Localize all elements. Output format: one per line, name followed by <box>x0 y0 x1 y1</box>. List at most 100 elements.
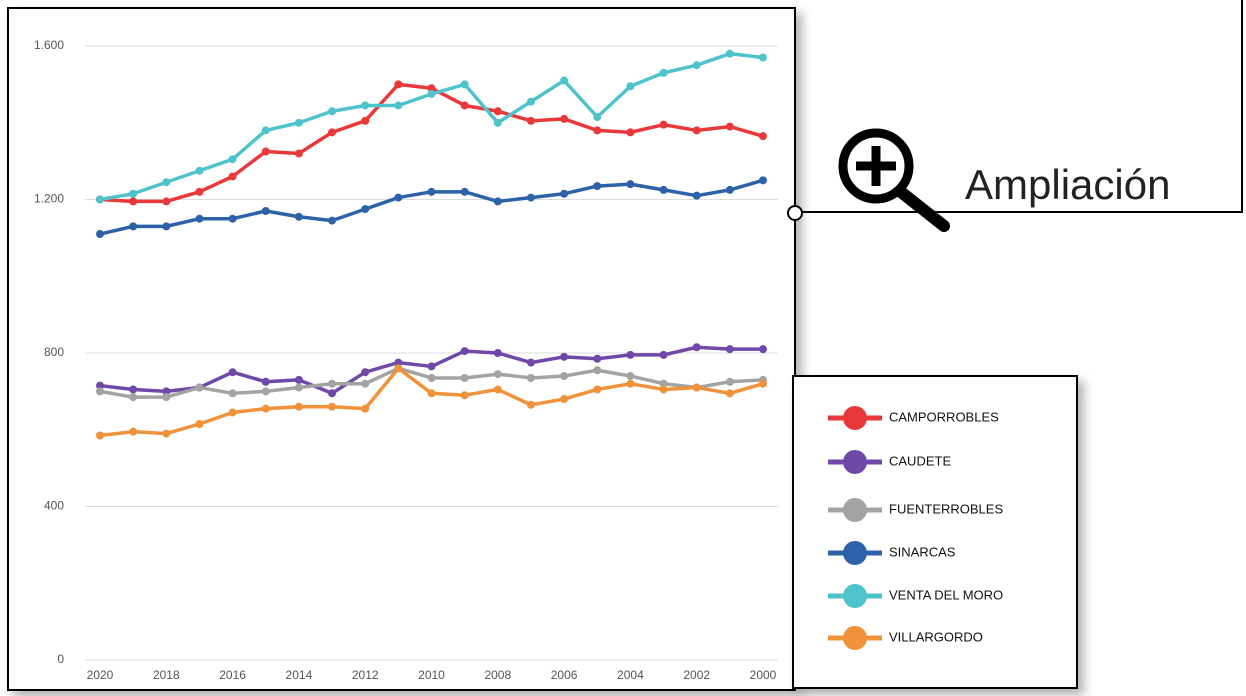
point <box>228 172 237 181</box>
point <box>725 49 734 58</box>
point <box>593 126 602 135</box>
point <box>294 118 303 127</box>
point <box>96 431 104 440</box>
point <box>361 368 370 377</box>
point <box>560 352 569 361</box>
point <box>294 149 303 158</box>
point <box>427 362 436 371</box>
point <box>526 116 535 125</box>
point <box>361 404 370 413</box>
point <box>195 166 204 175</box>
point <box>560 395 569 404</box>
point <box>725 185 734 194</box>
point <box>560 76 569 85</box>
point <box>659 120 668 129</box>
legend-marker <box>843 541 867 565</box>
point <box>261 126 270 135</box>
point <box>759 345 767 354</box>
point <box>659 379 668 388</box>
point <box>261 387 270 396</box>
point <box>526 400 535 409</box>
point <box>626 128 635 137</box>
point <box>626 180 635 189</box>
point <box>626 372 635 381</box>
point <box>162 387 171 396</box>
point <box>228 155 237 164</box>
point <box>261 404 270 413</box>
point <box>593 385 602 394</box>
point <box>394 358 403 367</box>
point <box>394 193 403 202</box>
point <box>460 187 469 196</box>
point <box>460 347 469 356</box>
point <box>427 373 436 382</box>
y-tick-label: 1.600 <box>34 38 64 52</box>
point <box>294 212 303 221</box>
point <box>593 112 602 121</box>
x-tick-label: 2000 <box>750 668 777 682</box>
point <box>692 383 701 392</box>
point <box>493 349 502 357</box>
zoom-callout[interactable]: Ampliación <box>787 0 1243 232</box>
point <box>228 389 237 398</box>
legend-label: CAUDETE <box>889 453 951 468</box>
legend-label: CAMPORROBLES <box>889 409 999 424</box>
y-tick-label: 1.200 <box>34 192 64 206</box>
legend-label: SINARCAS <box>889 544 956 559</box>
point <box>361 116 370 125</box>
point <box>725 345 734 354</box>
zoom-label: Ampliación <box>965 161 1170 208</box>
point <box>593 182 602 191</box>
point <box>394 364 403 373</box>
point <box>328 402 337 411</box>
point <box>759 132 767 141</box>
point <box>692 191 701 200</box>
point <box>493 197 502 206</box>
point <box>626 379 635 388</box>
point <box>129 222 138 231</box>
point <box>228 368 237 377</box>
x-tick-label: 2018 <box>153 668 180 682</box>
point <box>129 385 138 394</box>
point <box>560 189 569 198</box>
point <box>195 214 204 223</box>
point <box>725 377 734 386</box>
y-tick-label: 400 <box>44 499 64 513</box>
legend-label: VILLARGORDO <box>889 629 983 644</box>
point <box>560 372 569 381</box>
point <box>526 373 535 382</box>
point <box>593 354 602 363</box>
point <box>626 350 635 359</box>
point <box>96 195 104 204</box>
point <box>294 375 303 384</box>
point <box>759 53 767 62</box>
point <box>162 222 171 231</box>
point <box>427 389 436 398</box>
point <box>659 185 668 194</box>
point <box>493 385 502 394</box>
point <box>228 408 237 417</box>
point <box>626 82 635 91</box>
point <box>328 389 337 398</box>
point <box>96 230 104 239</box>
legend-marker <box>843 584 867 608</box>
point <box>759 176 767 185</box>
point <box>162 197 171 206</box>
point <box>560 114 569 123</box>
point <box>162 429 171 438</box>
point <box>427 84 436 93</box>
point <box>460 373 469 382</box>
point <box>460 80 469 89</box>
point <box>129 393 138 402</box>
point <box>228 214 237 223</box>
point <box>195 383 204 392</box>
point <box>493 370 502 379</box>
point <box>361 205 370 214</box>
point <box>659 385 668 394</box>
point <box>659 350 668 359</box>
legend-marker <box>843 626 867 650</box>
legend-marker <box>843 406 867 430</box>
point <box>427 89 436 98</box>
point <box>725 122 734 131</box>
